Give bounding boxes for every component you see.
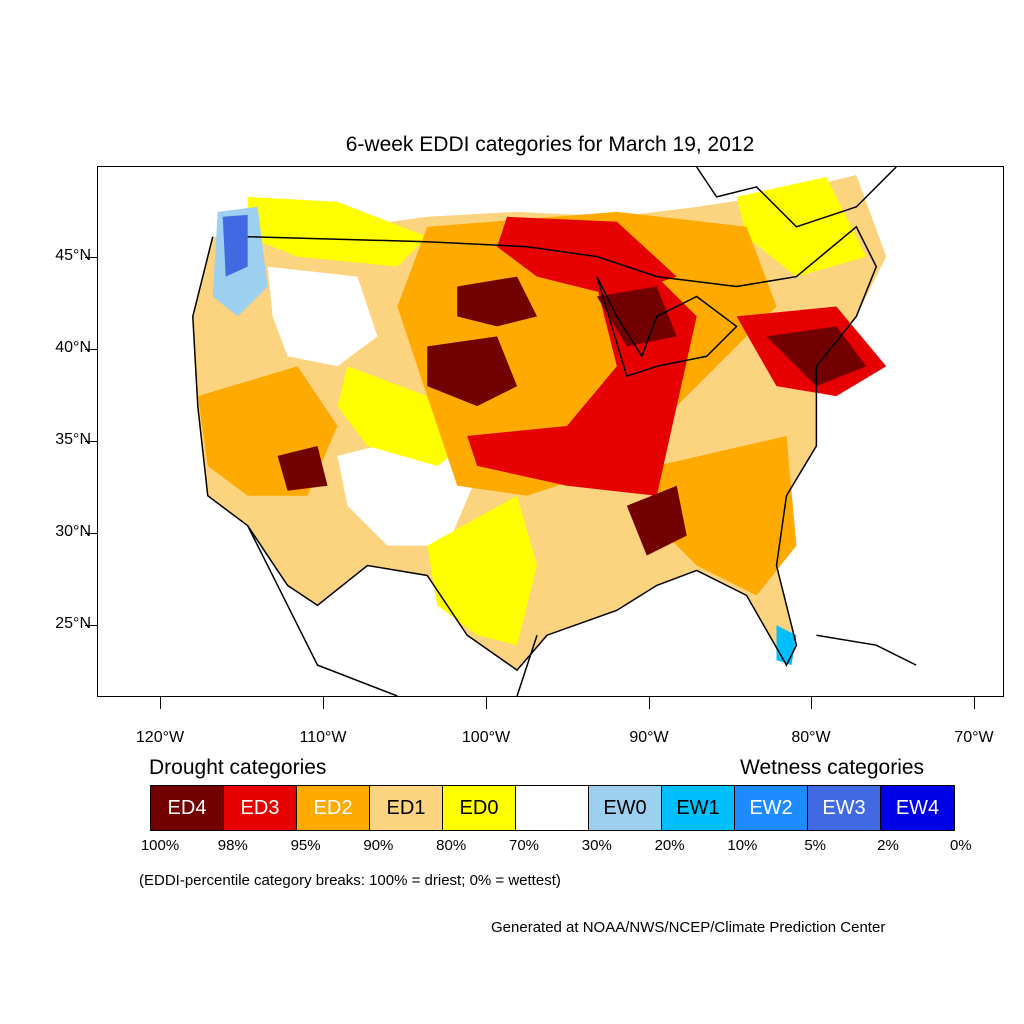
lat-tick bbox=[85, 533, 97, 534]
wetness-heading: Wetness categories bbox=[740, 756, 925, 779]
legend-break-label: 10% bbox=[727, 837, 758, 854]
ed4-area-south bbox=[626, 485, 687, 556]
great-lakes bbox=[596, 276, 738, 378]
legend-swatch-ew1: EW1 bbox=[662, 786, 735, 830]
lon-tick bbox=[649, 697, 650, 709]
lat-tick bbox=[85, 349, 97, 350]
legend-swatch-ed0: ED0 bbox=[443, 786, 516, 830]
cuba-outline bbox=[816, 634, 917, 666]
drought-heading: Drought categories bbox=[149, 756, 327, 779]
lon-label-110: 110°W bbox=[299, 729, 347, 746]
lon-label-70: 70°W bbox=[954, 729, 994, 746]
legend-swatch-ed4: ED4 bbox=[151, 786, 224, 830]
legend-swatch-normal bbox=[516, 786, 589, 830]
legend-break-label: 98% bbox=[217, 837, 248, 854]
legend-break-label: 80% bbox=[436, 837, 467, 854]
legend-break-label: 2% bbox=[877, 837, 899, 854]
legend-note: (EDDI-percentile category breaks: 100% =… bbox=[139, 872, 561, 889]
map-frame bbox=[97, 166, 1004, 697]
legend-break-label: 0% bbox=[949, 837, 972, 854]
legend-bar: ED4 ED3 ED2 ED1 ED0 EW0 EW1 EW2 EW3 EW4 bbox=[150, 785, 955, 831]
lon-label-90: 90°W bbox=[629, 729, 669, 746]
ed0-area-texas bbox=[427, 495, 538, 646]
lat-tick bbox=[85, 441, 97, 442]
ed4-area-lakes bbox=[596, 286, 677, 347]
legend-swatch-ew4: EW4 bbox=[881, 786, 954, 830]
ed4-area-nevada bbox=[277, 445, 328, 491]
lat-label-25: 25°N bbox=[55, 615, 91, 632]
ed4-area-dakota bbox=[457, 276, 538, 327]
legend-swatch-ed1: ED1 bbox=[370, 786, 443, 830]
legend-break-label: 90% bbox=[363, 837, 394, 854]
legend-break-label: 70% bbox=[508, 837, 540, 854]
legend-swatch-ew0: EW0 bbox=[589, 786, 662, 830]
legend-swatch-ed3: ED3 bbox=[224, 786, 297, 830]
lon-label-100: 100°W bbox=[461, 729, 511, 746]
legend-break-label: 20% bbox=[654, 837, 685, 854]
ed4-area-plains bbox=[427, 336, 518, 407]
ed2-area-southeast bbox=[646, 435, 797, 596]
conus-eddi-map bbox=[192, 167, 917, 696]
lon-tick bbox=[974, 697, 975, 709]
lat-tick bbox=[85, 257, 97, 258]
lon-tick bbox=[160, 697, 161, 709]
normal-area-west bbox=[267, 266, 378, 367]
lat-label-40: 40°N bbox=[55, 339, 91, 356]
lon-tick bbox=[486, 697, 487, 709]
legend-swatch-ed2: ED2 bbox=[297, 786, 370, 830]
ed3-area-north bbox=[497, 216, 677, 297]
canada-coast bbox=[696, 167, 897, 228]
ed0-area-east bbox=[736, 176, 867, 277]
wet-area-washington bbox=[222, 214, 248, 277]
mexico-coast bbox=[246, 525, 538, 696]
lat-label-30: 30°N bbox=[55, 523, 91, 540]
lat-label-45: 45°N bbox=[55, 247, 91, 264]
map-title: 6-week EDDI categories for March 19, 201… bbox=[345, 133, 755, 156]
ed0-area-north bbox=[247, 196, 428, 267]
legend-break-label: 95% bbox=[290, 837, 321, 854]
lat-label-35: 35°N bbox=[55, 431, 91, 448]
lat-tick bbox=[85, 625, 97, 626]
lon-label-80: 80°W bbox=[791, 729, 831, 746]
ed4-area-northeast bbox=[766, 326, 867, 387]
legend-break-label: 5% bbox=[804, 837, 827, 854]
lon-label-120: 120°W bbox=[135, 729, 185, 746]
credit-text: Generated at NOAA/NWS/NCEP/Climate Predi… bbox=[491, 919, 886, 936]
us-border bbox=[192, 225, 878, 672]
legend-break-label: 100% bbox=[140, 837, 180, 854]
lon-tick bbox=[811, 697, 812, 709]
legend-swatch-ew2: EW2 bbox=[735, 786, 808, 830]
legend-break-label: 30% bbox=[581, 837, 612, 854]
normal-area-southwest bbox=[337, 435, 478, 546]
lon-tick bbox=[323, 697, 324, 709]
legend-swatch-ew3: EW3 bbox=[808, 786, 881, 830]
